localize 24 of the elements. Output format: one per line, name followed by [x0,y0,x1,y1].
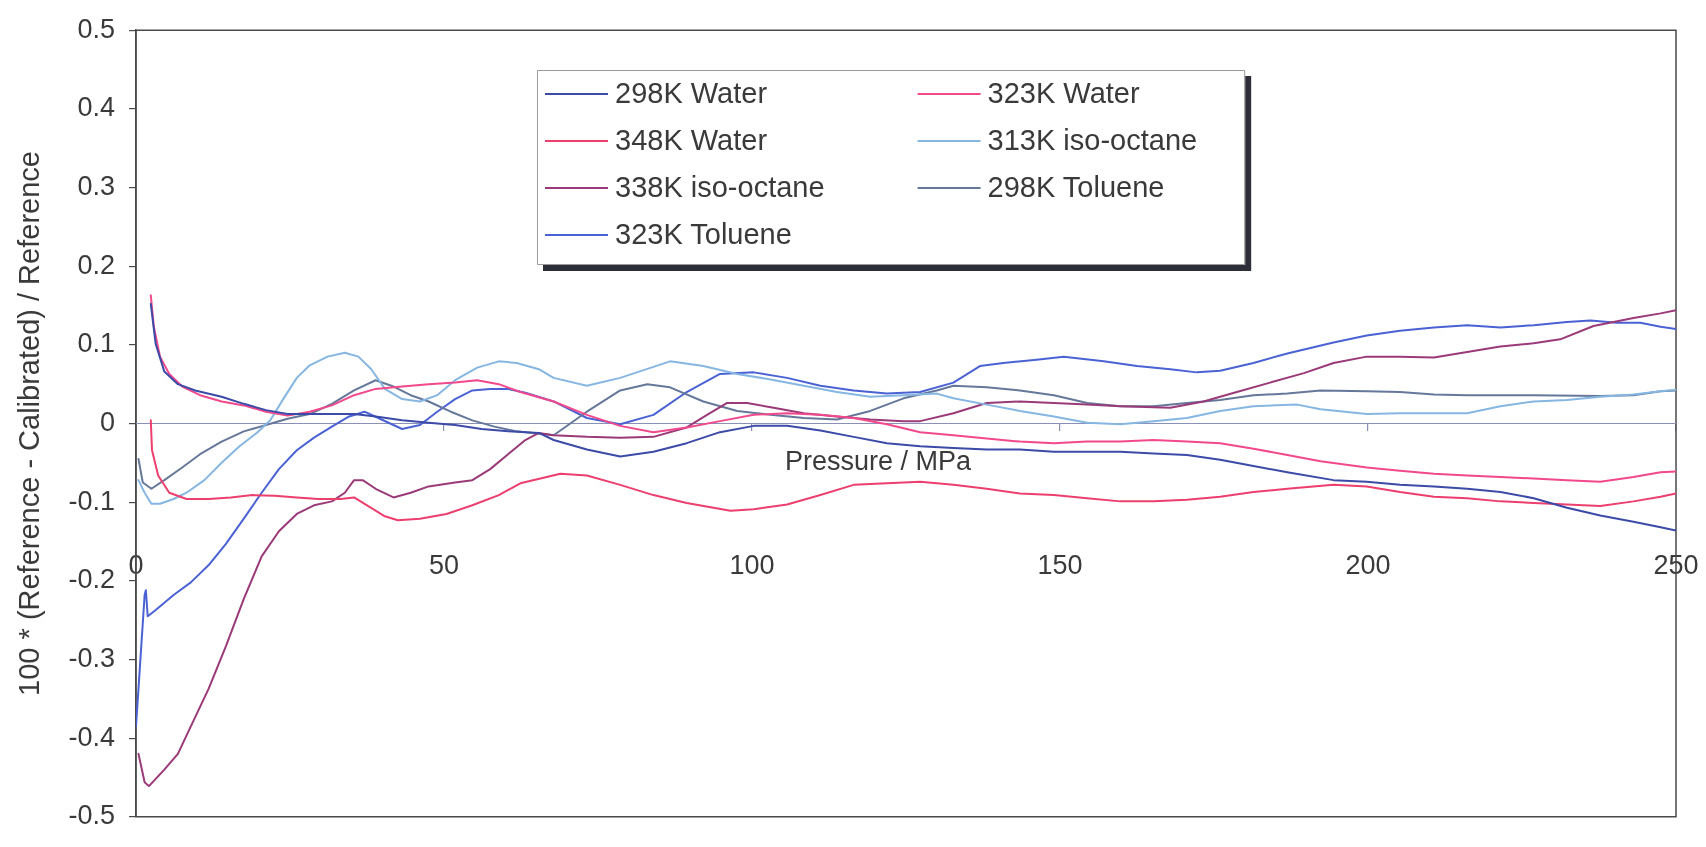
x-tick-label: 50 [428,550,460,581]
y-tick-label: 0.1 [77,328,115,359]
y-tick-label: 0.3 [77,170,115,201]
x-tick-label: 100 [729,550,775,581]
x-axis-title: Pressure / MPa [784,445,973,476]
legend-label: 338K iso-octane [615,171,825,203]
y-tick-label: -0.5 [68,800,115,831]
legend-label: 323K Water [987,77,1140,109]
y-tick-label: 0 [99,406,115,437]
y-tick-label: 0.4 [77,92,115,123]
legend-label: 298K Water [615,77,768,109]
legend-label: 313K iso-octane [987,124,1198,156]
y-tick-label: -0.1 [68,485,115,516]
y-tick-label: 0.2 [77,249,115,280]
y-tick-label: -0.3 [68,642,115,673]
y-tick-label: -0.4 [68,721,115,752]
legend-label: 298K Toluene [987,171,1165,203]
legend-label: 348K Water [615,124,768,156]
legend-label: 323K Toluene [615,218,792,250]
y-tick-label: 0.5 [77,13,115,44]
y-tick-label: -0.2 [68,564,115,595]
y-axis-title: 100 * (Reference - Calibrated) / Reference [13,151,46,696]
x-tick-label: 150 [1037,550,1083,581]
x-tick-label: 200 [1345,550,1391,581]
